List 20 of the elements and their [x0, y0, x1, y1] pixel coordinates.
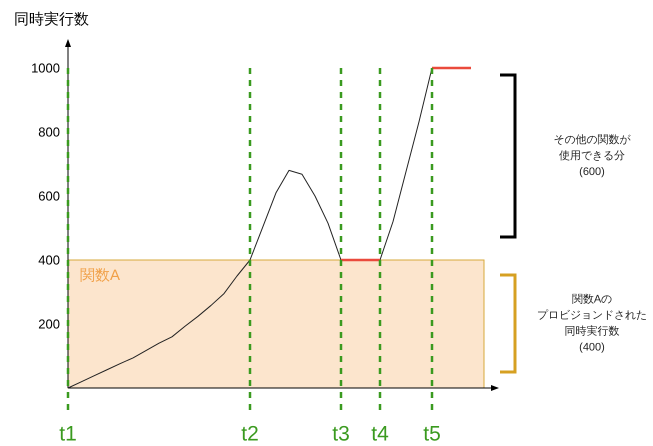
x-tick-label: t2 [241, 422, 259, 446]
y-tick-label: 800 [38, 124, 60, 140]
x-tick-label: t4 [371, 422, 390, 446]
y-tick-label: 400 [38, 252, 60, 268]
band-label: 関数A [80, 267, 120, 284]
text: (400) [579, 342, 605, 354]
x-tick-label: t1 [59, 422, 77, 446]
x-tick-label: t5 [423, 422, 441, 446]
text: プロビジョンドされた [537, 308, 647, 322]
band: 関数A [68, 260, 484, 388]
text: 使用できる分 [559, 150, 625, 162]
y-tick-label: 600 [38, 188, 60, 204]
x-tick-label: t3 [332, 422, 350, 446]
y-tick-label: 1000 [31, 60, 60, 76]
text: 同時実行数 [564, 324, 620, 338]
text: その他の関数が [554, 134, 632, 146]
text: 関数Aの [572, 294, 612, 306]
y-tick-label: 200 [38, 316, 60, 332]
text: (600) [579, 166, 605, 178]
y-axis-title: 同時実行数 [14, 11, 89, 28]
